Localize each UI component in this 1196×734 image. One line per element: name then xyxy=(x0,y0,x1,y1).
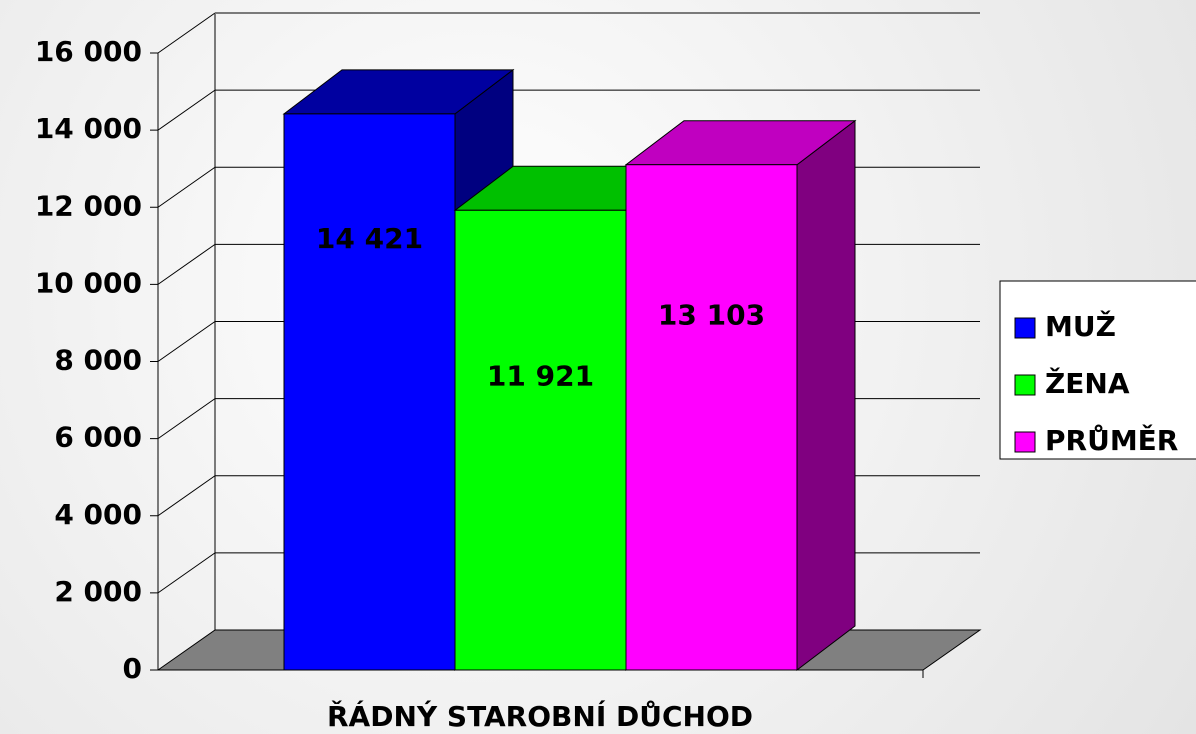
legend-swatch xyxy=(1014,374,1036,396)
data-label: 13 103 xyxy=(658,299,765,332)
data-label: 14 421 xyxy=(316,222,423,255)
bar xyxy=(454,209,627,671)
grid-line xyxy=(157,243,216,285)
legend-label: MUŽ xyxy=(1045,309,1116,343)
y-tick-label: 4 000 xyxy=(54,498,142,531)
grid-line xyxy=(157,321,216,362)
legend-label: PRŮMĚR xyxy=(1045,423,1178,457)
y-tick-label: 2 000 xyxy=(54,575,142,608)
bar xyxy=(283,113,456,671)
y-tick-label: 16 000 xyxy=(35,35,142,68)
data-label: 11 921 xyxy=(487,359,594,392)
y-tick-label: 0 xyxy=(123,652,142,685)
y-tick-label: 12 000 xyxy=(35,189,142,222)
y-tick-label: 14 000 xyxy=(35,112,142,145)
legend-swatch xyxy=(1014,317,1036,339)
legend-label: ŽENA xyxy=(1045,366,1130,400)
grid-line xyxy=(157,552,216,594)
x-tick-label: ŘÁDNÝ STAROBNÍ DŮCHOD xyxy=(327,699,753,733)
grid-line xyxy=(157,89,216,131)
y-tick-label: 10 000 xyxy=(35,266,142,299)
grid-line xyxy=(157,166,216,208)
grid-line xyxy=(157,12,216,54)
y-tick-label: 8 000 xyxy=(54,344,142,377)
bar-side xyxy=(796,119,856,672)
bar xyxy=(625,164,798,671)
legend-swatch xyxy=(1014,431,1036,453)
grid-line xyxy=(157,475,216,517)
grid-line xyxy=(157,398,216,440)
y-tick-label: 6 000 xyxy=(54,421,142,454)
legend xyxy=(999,280,1196,460)
